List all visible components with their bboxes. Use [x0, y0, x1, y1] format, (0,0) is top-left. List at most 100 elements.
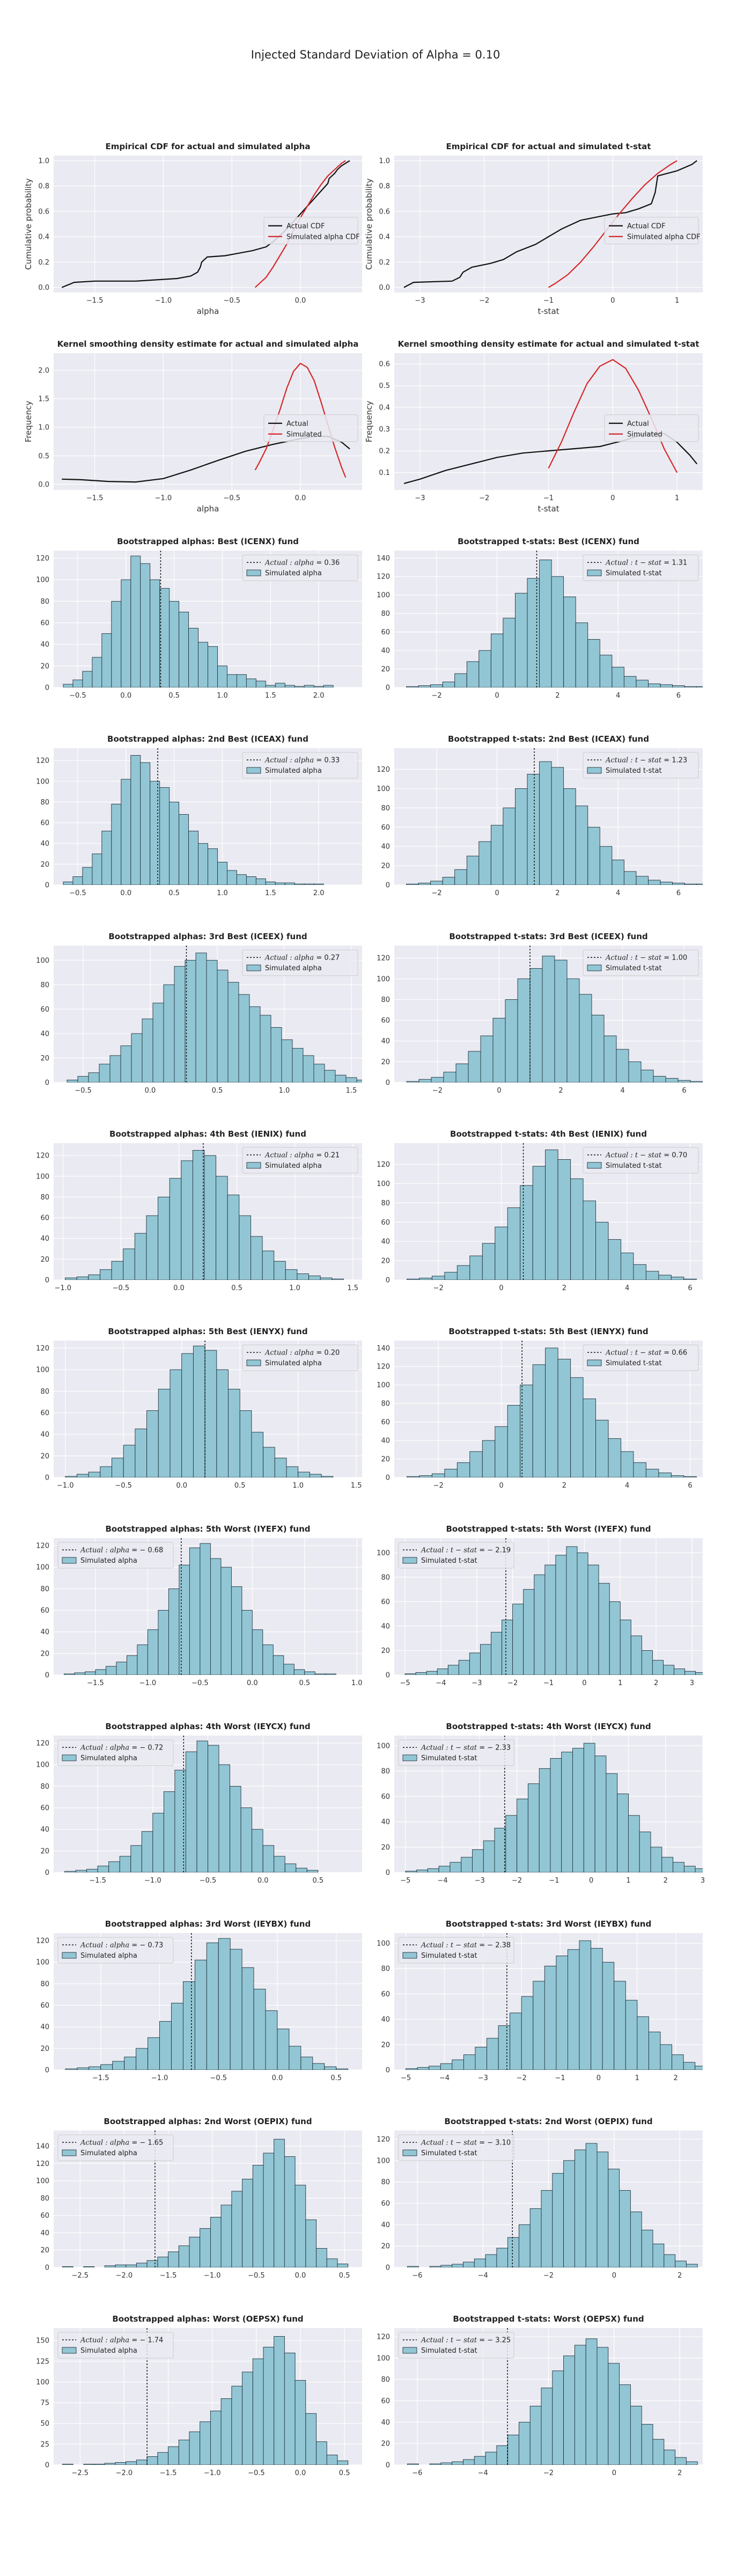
legend-simulated-label: Simulated t-stat: [606, 1162, 662, 1170]
histogram-bar: [478, 841, 491, 885]
histogram-bar: [76, 1276, 89, 1280]
x-tick-label: −0.5: [115, 1482, 132, 1490]
histogram-bar: [101, 831, 112, 885]
x-tick-label: 6: [676, 692, 681, 700]
histogram-bar: [490, 633, 504, 687]
plot-area: [64, 1538, 336, 1675]
y-tick-label: 120: [36, 2160, 49, 2168]
legend-box: [57, 1542, 174, 1569]
histogram-bar: [661, 1857, 674, 1872]
legend-label: Simulated alpha CDF: [286, 233, 360, 241]
legend-actual-value: = − 1.74: [131, 2337, 163, 2345]
plot-area: [62, 2131, 349, 2267]
histogram-bar: [305, 2413, 317, 2465]
y-tick-label: 20: [40, 2045, 49, 2053]
x-tick-label: 0.5: [339, 2469, 350, 2477]
histogram-bar: [216, 1369, 229, 1477]
histogram-bar: [204, 1350, 217, 1477]
plot-area: [407, 2328, 698, 2465]
legend-actual-label: Actual : t − stat = 1.00: [605, 954, 687, 962]
x-tick-label: 0: [497, 1087, 501, 1095]
histogram-bar: [555, 1555, 567, 1675]
histogram-bar: [275, 882, 285, 885]
y-tick-label: 0.0: [38, 481, 49, 489]
legend-actual-label: Actual : alpha = 0.27: [264, 954, 340, 962]
histogram-bar: [158, 1197, 170, 1280]
histogram-bar: [163, 1791, 175, 1872]
histogram-bar: [507, 1405, 521, 1477]
legend-actual-prefix: Actual : alpha: [80, 1942, 131, 1950]
y-tick-label: 0.0: [38, 284, 49, 292]
x-tick-label: −1.0: [151, 2074, 168, 2082]
y-tick-label: 0: [386, 2462, 390, 2470]
histogram-bar: [274, 2336, 285, 2465]
legend: Actual Simulated: [604, 414, 699, 442]
chart-title: Bootstrapped alphas: Worst (OEPSX) fund: [112, 2314, 303, 2324]
histogram-bar: [616, 1049, 629, 1082]
x-tick-label: 0.0: [295, 297, 306, 305]
x-tick-label: −1.0: [155, 297, 172, 305]
histogram-bar: [313, 883, 324, 885]
plot-area: [65, 1143, 344, 1280]
histogram-bar: [241, 1610, 253, 1675]
histogram-bar: [628, 1061, 642, 1082]
x-tick-label: −0.5: [69, 889, 86, 897]
legend-actual-value: = − 2.19: [479, 1547, 511, 1555]
histogram-bar: [641, 2424, 653, 2465]
histogram-bar: [663, 1665, 675, 1675]
y-tick-label: 0.4: [38, 233, 49, 241]
histogram-bar: [65, 1476, 77, 1477]
histogram-bar: [152, 1002, 164, 1082]
histogram-bar: [326, 2258, 338, 2267]
histogram-bar: [289, 2046, 301, 2070]
histogram-bar: [684, 1671, 696, 1675]
histogram-bar: [406, 686, 419, 687]
histogram-bar: [695, 1672, 703, 1675]
histogram-bar: [246, 678, 256, 687]
y-tick-label: 20: [381, 1058, 390, 1066]
histogram-bar: [294, 883, 305, 885]
legend: Actual : alpha = − 0.73 Simulated alpha: [57, 1937, 174, 1964]
histogram-bar: [286, 1466, 299, 1477]
histogram-bar: [503, 618, 516, 687]
histogram-bar: [478, 650, 491, 687]
y-axis-label: Cumulative probability: [364, 178, 374, 270]
x-tick-label: −1.0: [155, 494, 172, 502]
x-tick-label: −4: [437, 1877, 447, 1885]
y-tick-label: 20: [40, 2246, 49, 2255]
histogram-bar: [503, 807, 516, 885]
histogram-bar: [109, 1055, 121, 1082]
x-tick-label: −0.5: [200, 1877, 217, 1885]
legend-actual-label: Actual : t − stat = − 3.10: [421, 2139, 511, 2147]
y-tick-label: 80: [40, 1388, 49, 1396]
legend: Actual CDF Simulated alpha CDF: [263, 217, 360, 245]
legend-actual-label: Actual : alpha = 0.20: [264, 1349, 340, 1357]
histogram-bar: [303, 1055, 314, 1082]
histogram-bar: [405, 1871, 417, 1872]
y-tick-label: 120: [377, 955, 390, 963]
legend-box: [242, 1147, 358, 1174]
histogram-bar: [557, 1159, 571, 1280]
histogram-bar: [633, 1462, 646, 1477]
x-tick-label: 4: [616, 692, 620, 700]
histogram-bar: [570, 1178, 584, 1280]
histogram-bar: [620, 1620, 631, 1675]
histogram-bar: [218, 1764, 230, 1872]
y-tick-label: 40: [381, 843, 390, 851]
x-axis-label: t-stat: [538, 504, 559, 514]
chart-hist-alpha-4th-best: −1.0 −0.5 0.0 0.5 1.0 1.5 0 20 40 60 80 100 120 Boots…: [36, 1129, 362, 1292]
x-tick-label: 2: [555, 692, 559, 700]
x-tick-label: −1.0: [144, 1877, 161, 1885]
histogram-bar: [252, 2358, 264, 2465]
legend-actual-prefix: Actual : t − stat: [605, 1152, 664, 1160]
histogram-bar: [220, 1567, 232, 1675]
x-tick-label: 0.0: [120, 692, 131, 700]
x-tick-label: −3: [415, 297, 425, 305]
histogram-bar: [570, 1377, 584, 1477]
plot-area: [407, 1143, 697, 1280]
x-tick-label: 4: [616, 889, 620, 897]
histogram-bar: [181, 1353, 194, 1477]
y-tick-label: 40: [381, 1622, 390, 1630]
x-tick-label: 0.5: [168, 692, 180, 700]
